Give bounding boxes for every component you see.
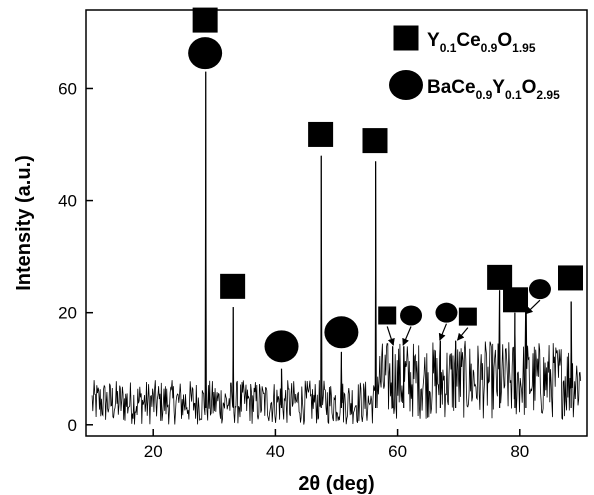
legend: Y0.1Ce0.9O1.95 BaCe0.9Y0.1O2.95 [389,25,560,102]
plot-frame [85,9,588,437]
peak-arrow [438,323,448,341]
peak-marker-circle [435,302,458,323]
peak-arrow [525,299,541,315]
peak-marker-circle [528,279,551,300]
x-axis-label: 2θ (deg) [298,473,374,495]
plot-area [91,71,582,425]
legend-label: BaCe0.9Y0.1O2.95 [427,77,560,102]
x-tick-label: 60 [388,442,407,461]
y-tick-label: 0 [68,416,77,435]
x-tick-label: 20 [144,442,163,461]
peak-marker-square [458,307,477,326]
x-tick-label: 80 [510,442,529,461]
legend-label: Y0.1Ce0.9O1.95 [427,30,536,55]
peak-marker-square [378,306,397,325]
y-axis-label: Intensity (a.u.) [13,155,35,291]
peak-arrow [402,326,412,346]
legend-marker-circle [389,70,423,100]
peak-markers [188,7,584,363]
peak-arrow [457,327,469,341]
axis-ticks: 20 40 60 80 0 20 40 60 [58,79,529,461]
peak-marker-circle [188,37,223,70]
peak-marker-square [487,264,513,290]
peak-arrow [386,326,395,346]
peak-marker-circle [400,305,423,326]
peak-marker-square [308,121,334,147]
peak-marker-circle [264,330,299,363]
peak-marker-square [220,273,246,299]
peak-marker-square [503,287,529,313]
peak-marker-square [558,265,584,291]
y-tick-label: 60 [58,79,77,98]
y-tick-label: 40 [58,192,77,211]
peak-marker-square [192,7,218,33]
xrd-pattern-line [91,71,582,425]
x-tick-label: 40 [266,442,285,461]
y-tick-label: 20 [58,304,77,323]
legend-marker-square [393,25,419,51]
peak-marker-circle [324,316,359,349]
peak-marker-square [362,128,388,154]
